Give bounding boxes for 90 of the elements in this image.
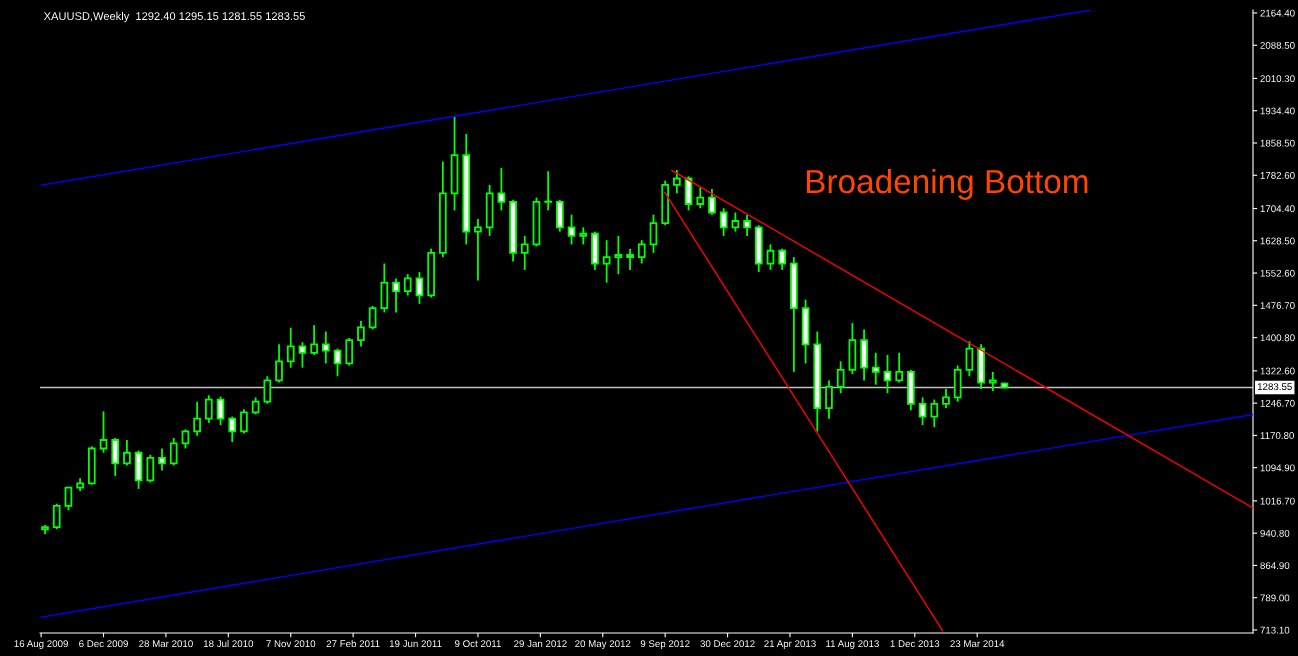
candlestick: [696, 186, 705, 210]
chart-title: XAUUSD,Weekly 1292.40 1295.15 1281.55 1283.55: [43, 11, 305, 23]
x-tick-label: 9 Sep 2012: [640, 640, 690, 650]
candlestick: [871, 351, 880, 386]
candlestick: [766, 243, 775, 271]
x-tick-label: 20 May 2012: [575, 640, 631, 650]
candlestick: [123, 439, 131, 467]
candlestick: [825, 379, 833, 420]
candlestick: [602, 239, 611, 284]
candlestick: [649, 213, 658, 254]
y-tick-label: 1628.50: [1260, 237, 1295, 245]
candlestick: [310, 324, 318, 356]
candlestick: [743, 213, 751, 237]
candlestick: [368, 305, 377, 331]
candlestick: [99, 410, 108, 454]
y-tick-label: 1170.80: [1260, 432, 1294, 439]
x-tick-label: 19 Jun 2011: [389, 640, 442, 648]
candlestick: [146, 453, 155, 484]
candlestick: [52, 502, 61, 531]
candlestick: [626, 247, 634, 271]
candlestick: [544, 170, 552, 212]
candlestick: [158, 447, 166, 472]
y-tick-label: 1782.60: [1260, 172, 1295, 179]
candlestick: [942, 388, 950, 409]
x-tick-label: 21 Apr 2013: [764, 640, 816, 650]
x-tick-label: 16 Aug 2009: [14, 640, 68, 650]
ref-line-label: 1283.55: [1257, 383, 1292, 391]
candlestick: [275, 343, 283, 384]
candlestick: [403, 273, 412, 297]
x-tick-label: 29 Jan 2012: [514, 640, 567, 648]
candlestick: [930, 398, 939, 429]
y-tick-label: 789.00: [1260, 594, 1290, 602]
x-tick-label: 18 Jul 2010: [203, 639, 254, 648]
candlestick: [673, 169, 681, 195]
candlestick: [392, 277, 400, 314]
x-tick-label: 1 Dec 2013: [890, 640, 940, 648]
candlestick: [111, 436, 120, 478]
y-tick-label: 1934.40: [1260, 107, 1295, 115]
candlestick: [836, 360, 845, 395]
candlestick: [333, 347, 342, 378]
x-tick-label: 6 Dec 2009: [79, 640, 128, 648]
candlestick: [719, 207, 728, 237]
y-tick-label: 2010.30: [1260, 75, 1295, 83]
y-tick-label: 713.10: [1260, 626, 1290, 634]
candlestick: [883, 354, 892, 395]
x-tick-label: 28 Mar 2010: [139, 640, 193, 648]
candlestick: [193, 400, 201, 437]
y-tick-label: 1322.60: [1260, 367, 1295, 375]
y-tick-label: 1704.40: [1260, 205, 1295, 213]
candlestick: [520, 234, 529, 271]
candlestick: [708, 188, 716, 216]
y-tick-label: 1476.70: [1260, 302, 1295, 309]
y-tick-label: 1016.70: [1260, 497, 1295, 505]
y-tick-label: 2088.50: [1260, 41, 1295, 49]
candlestick: [357, 320, 365, 348]
x-tick-label: 30 Dec 2012: [700, 640, 755, 648]
candlestick: [216, 395, 225, 426]
y-tick-label: 1094.90: [1260, 464, 1295, 472]
y-tick-label: 1858.50: [1260, 139, 1295, 147]
candlestick: [731, 211, 740, 233]
y-tick-label: 1400.80: [1260, 334, 1295, 342]
candlestick: [778, 247, 787, 271]
x-tick-label: 7 Nov 2010: [266, 640, 316, 648]
y-tick-label: 864.90: [1260, 562, 1290, 570]
candlestick: [298, 341, 307, 369]
candlestick: [614, 234, 623, 276]
candlestick: [895, 351, 904, 384]
candlestick: [567, 213, 576, 246]
annotation: Broadening Bottom: [806, 168, 1088, 200]
x-tick-label: 11 Aug 2013: [826, 640, 879, 650]
candlestick: [204, 394, 213, 424]
candlestick: [169, 436, 178, 467]
candlestick: [965, 340, 974, 378]
candlestick: [286, 326, 295, 369]
candlestick: [637, 239, 646, 265]
y-tick-label: 1246.70: [1260, 399, 1295, 407]
candlestick: [228, 415, 237, 444]
candlestick: [240, 408, 248, 435]
candlestick: [322, 330, 330, 365]
candlestick: [918, 396, 927, 426]
y-tick-label: 2164.40: [1260, 9, 1295, 17]
x-tick-label: 27 Feb 2011: [326, 639, 380, 648]
candlestick: [497, 166, 506, 212]
candlestick: [345, 337, 354, 367]
y-tick-label: 940.80: [1260, 529, 1290, 537]
x-tick-label: 23 Mar 2014: [950, 640, 1005, 648]
x-tick-label: 9 Oct 2011: [454, 640, 501, 648]
candlestick: [474, 217, 482, 282]
y-tick-label: 1552.60: [1260, 269, 1295, 277]
candlestick: [263, 375, 272, 405]
